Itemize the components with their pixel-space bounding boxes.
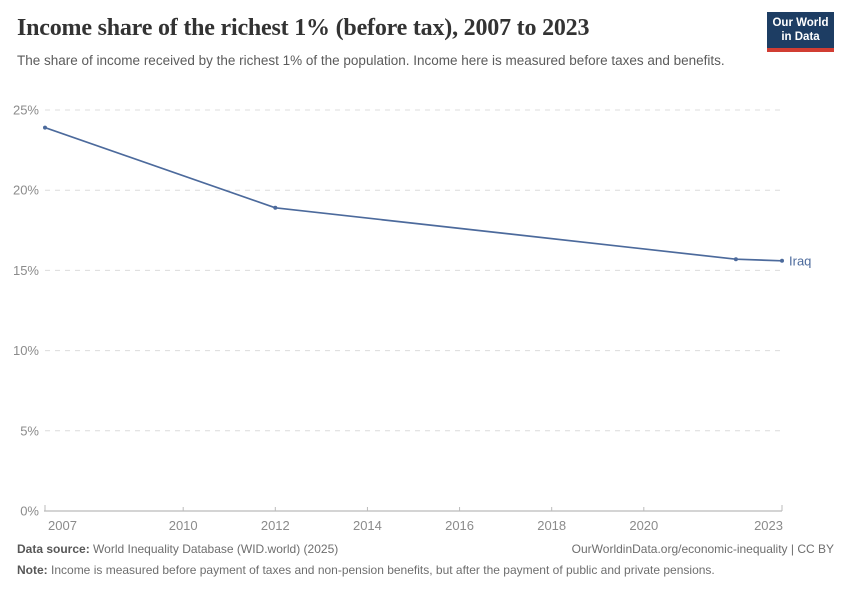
series-end-label[interactable]: Iraq bbox=[789, 253, 811, 268]
owid-logo-line1: Our World bbox=[772, 16, 829, 29]
x-tick-label: 2016 bbox=[445, 518, 474, 533]
y-tick-label: 20% bbox=[13, 183, 39, 198]
note-text: Income is measured before payment of tax… bbox=[47, 563, 715, 578]
x-tick-label: 2020 bbox=[629, 518, 658, 533]
owid-logo-line2: in Data bbox=[781, 31, 820, 43]
data-source-text: World Inequality Database (WID.world) (2… bbox=[89, 542, 339, 556]
data-point-marker[interactable] bbox=[273, 205, 278, 210]
data-point-marker[interactable] bbox=[780, 258, 784, 263]
chart-header: Income share of the richest 1% (before t… bbox=[17, 14, 750, 70]
page-subtitle: The share of income received by the rich… bbox=[17, 52, 725, 68]
x-tick-label: 2010 bbox=[169, 518, 198, 533]
y-tick-label: 0% bbox=[20, 504, 39, 519]
x-tick-label: 2023 bbox=[754, 518, 783, 533]
data-point-marker[interactable] bbox=[733, 257, 738, 262]
y-tick-label: 10% bbox=[13, 343, 39, 358]
owid-logo[interactable]: Our World in Data bbox=[767, 12, 834, 52]
y-tick-label: 15% bbox=[13, 263, 39, 278]
x-tick-label: 2012 bbox=[261, 518, 290, 533]
chart-footer: Data source: World Inequality Database (… bbox=[17, 541, 834, 578]
x-tick-label: 2018 bbox=[537, 518, 566, 533]
note-label: Note: bbox=[17, 563, 48, 578]
note-line: Note: Income is measured before payment … bbox=[17, 562, 834, 578]
page-title: Income share of the richest 1% (before t… bbox=[17, 15, 590, 41]
data-source-label: Data source: bbox=[17, 542, 90, 556]
attribution-link[interactable]: OurWorldinData.org/economic-inequality |… bbox=[571, 542, 834, 556]
data-source-line: Data source: World Inequality Database (… bbox=[17, 541, 338, 557]
x-tick-label: 2007 bbox=[48, 518, 77, 533]
y-tick-label: 5% bbox=[20, 423, 39, 438]
data-point-marker[interactable] bbox=[43, 125, 47, 130]
y-tick-label: 25% bbox=[13, 103, 39, 118]
series-line[interactable] bbox=[44, 126, 783, 262]
x-tick-label: 2014 bbox=[353, 518, 382, 533]
